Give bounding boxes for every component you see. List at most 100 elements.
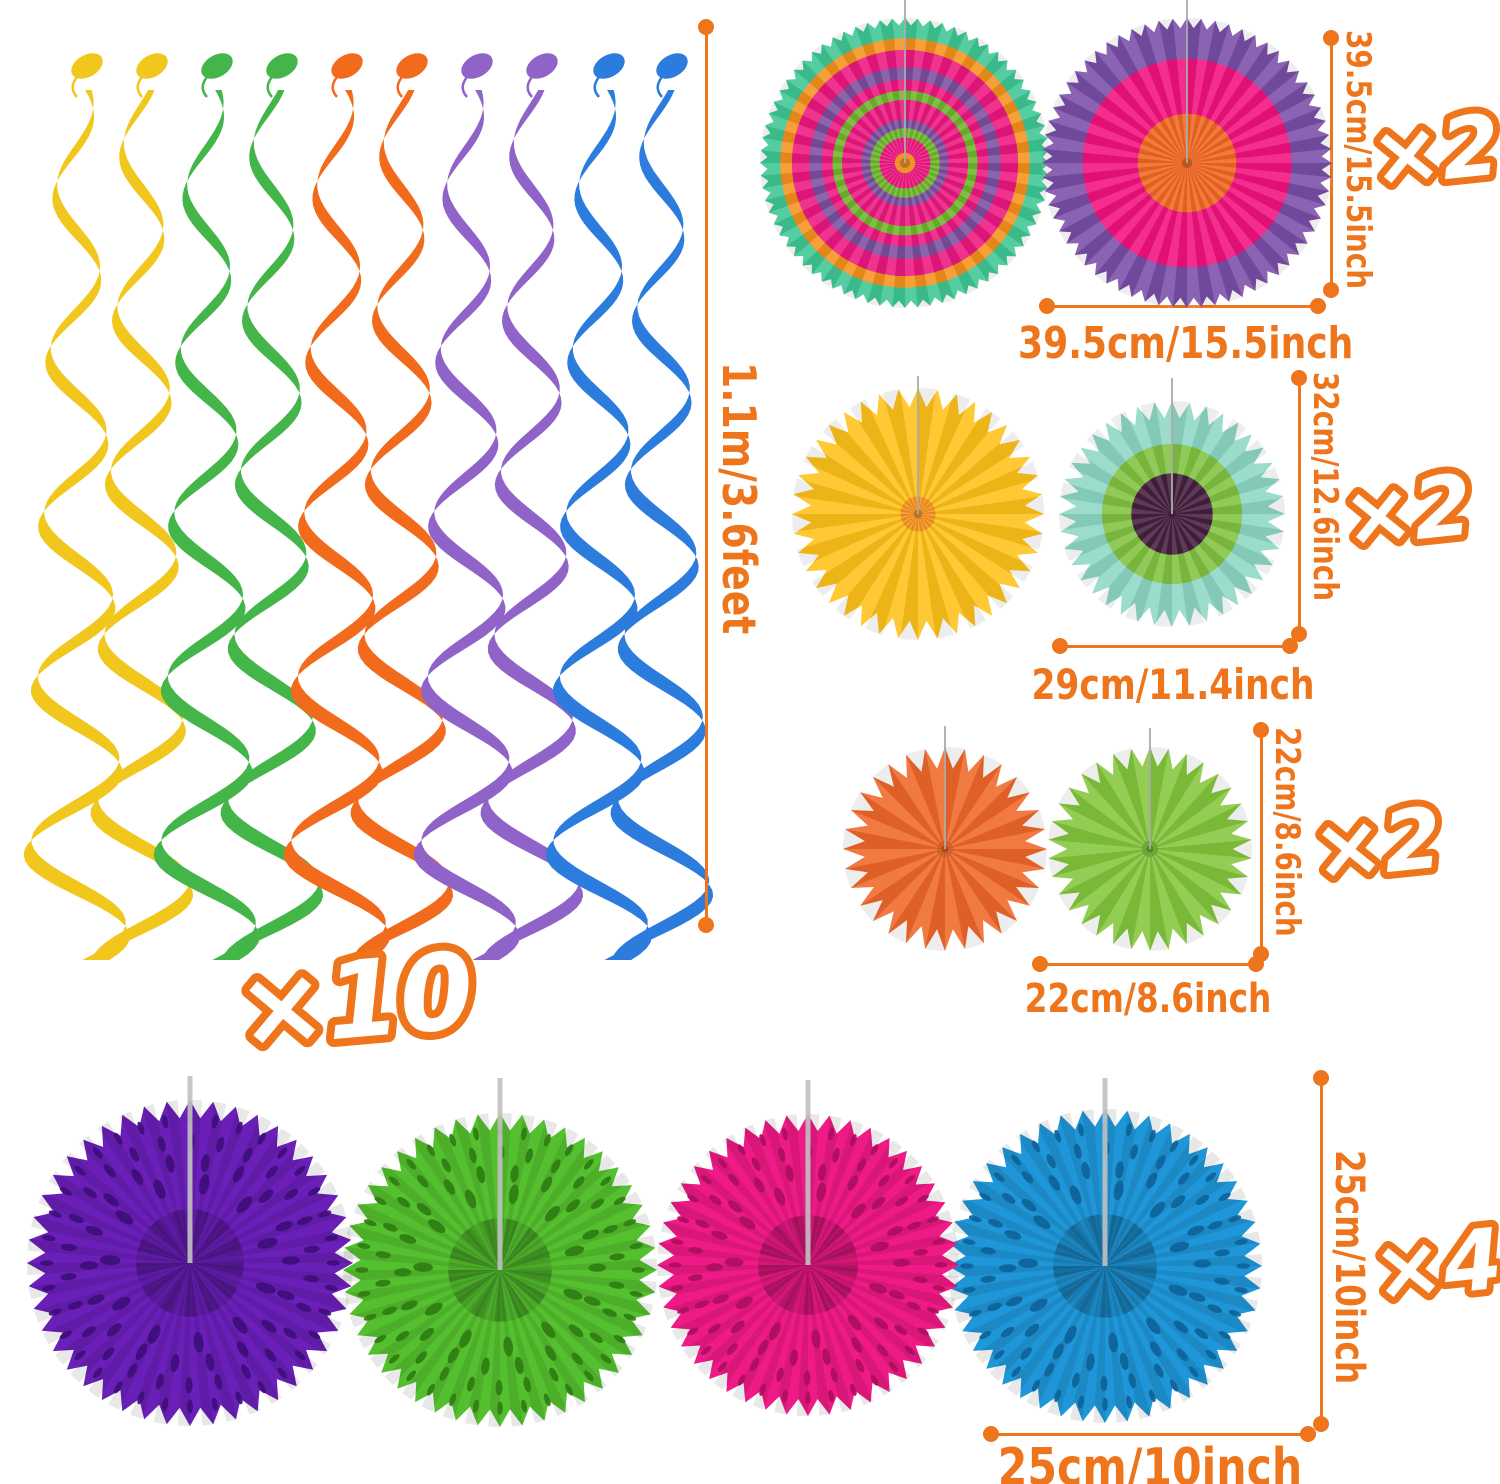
honeycomb-hole	[1155, 1155, 1166, 1170]
honeycomb-hole	[541, 1176, 553, 1193]
honeycomb-hole	[1149, 1201, 1165, 1218]
honeycomb-hole	[1078, 1123, 1084, 1137]
fan-pleat	[1042, 163, 1187, 192]
honeycomb-hole	[153, 1179, 166, 1199]
fan-pleat	[1187, 120, 1330, 163]
medium-fan-width-line	[1060, 645, 1290, 648]
fan-pleat	[1187, 163, 1326, 219]
fan-pleat	[1074, 163, 1187, 266]
honeycomb-hole	[904, 1345, 915, 1355]
fan-pleat	[872, 764, 945, 849]
honeycomb-hole	[832, 1148, 840, 1163]
fan-center-pleat	[1098, 1266, 1112, 1318]
swirl-ribbon	[283, 90, 390, 960]
fan-pleat	[1172, 163, 1187, 308]
honeycomb-hole	[165, 1154, 175, 1173]
honeycomb-hole	[102, 1347, 115, 1361]
fan-center-pleat	[448, 1270, 500, 1283]
honeycomb-hole	[980, 1275, 996, 1283]
fan-pleat	[792, 514, 918, 532]
fan-pleat	[762, 125, 905, 163]
swirl-top-curl	[136, 73, 145, 98]
honeycomb-hole	[1228, 1215, 1242, 1223]
honeycomb-hole	[782, 1127, 788, 1141]
honeycomb-hole	[60, 1243, 77, 1252]
fan-pleat	[1187, 60, 1300, 163]
fan-pleat	[1172, 405, 1219, 514]
fan-pleat	[1172, 418, 1246, 514]
fan-pleat	[850, 792, 945, 849]
honeycomb-hole	[357, 1291, 371, 1297]
honeycomb-hole	[216, 1136, 225, 1153]
fan-pleat	[1060, 482, 1172, 514]
honeycomb-hole	[751, 1157, 761, 1172]
fan-pleat	[1042, 148, 1187, 163]
fan-pleat	[130, 1263, 190, 1419]
fan-pleats	[760, 18, 1050, 308]
fan-pleat	[905, 125, 1048, 163]
fan-pleat	[1187, 94, 1321, 163]
fan-pleat	[476, 1113, 500, 1270]
honeycomb-hole	[525, 1148, 533, 1164]
honeycomb-hole	[932, 1239, 946, 1245]
fan-pleat	[1187, 18, 1202, 163]
fan-pleat	[905, 163, 1048, 201]
swirl-top-leaf	[396, 53, 428, 79]
fan-pleat	[882, 514, 918, 639]
hanging-swirl	[283, 53, 390, 960]
fan-pleat	[918, 514, 1001, 620]
honeycomb-hole	[759, 1383, 766, 1396]
fan-pleat	[31, 1215, 190, 1263]
fan-pleat	[822, 514, 918, 610]
fan-pleat	[905, 113, 1046, 163]
fan-pleat	[945, 849, 1045, 888]
fan-center-pleat	[159, 1263, 190, 1314]
honeycomb-hole	[374, 1335, 387, 1344]
honeycomb-hole	[932, 1285, 946, 1291]
dimension-dot	[1310, 298, 1326, 314]
honeycomb-hole	[87, 1294, 105, 1305]
honeycomb-hole	[1173, 1320, 1189, 1334]
honeycomb-hole	[906, 1301, 921, 1311]
large-fan-count-text: ×2	[1366, 96, 1500, 207]
honeycomb-hole	[613, 1196, 626, 1205]
honeycomb-hole	[565, 1199, 581, 1213]
fan-pleat	[792, 496, 918, 514]
fan-center-pleat	[770, 1224, 808, 1265]
swirl-top-curl	[526, 73, 535, 98]
fan-pleats	[792, 388, 1044, 640]
fan-pleat	[918, 389, 954, 514]
swirl-ribbon	[480, 90, 584, 960]
honeycomb-hole	[1146, 1172, 1158, 1189]
fan-pleat	[905, 60, 1017, 163]
fan-pleat	[1105, 1266, 1241, 1355]
fan-pleat	[905, 18, 918, 163]
fan-pleat	[949, 1266, 1105, 1301]
honeycomb-fan-height-line	[1320, 1078, 1323, 1424]
honeycomb-hole	[855, 1358, 865, 1373]
honeycomb-hole	[993, 1172, 1005, 1182]
fan-pleat	[1060, 514, 1172, 546]
honeycomb-hole	[400, 1300, 418, 1311]
fan-pleat	[1081, 849, 1150, 936]
honeycomb-hole	[441, 1158, 451, 1173]
honeycomb-fan-purple	[21, 1076, 359, 1432]
fan-pleat	[786, 163, 905, 257]
fan-pleat	[905, 20, 943, 164]
honeycomb-hole	[468, 1147, 477, 1163]
honeycomb-hole	[363, 1219, 377, 1227]
fan-pleat	[945, 754, 1002, 849]
fan-pleat	[1105, 1266, 1228, 1373]
fan-pleat	[1068, 849, 1150, 925]
honeycomb-hole	[426, 1144, 435, 1157]
honeycomb-hole	[785, 1164, 794, 1182]
fan-pleat	[1172, 514, 1285, 531]
honeycomb-hole	[590, 1198, 605, 1210]
fan-pleat	[879, 163, 905, 308]
honeycomb-hole	[894, 1325, 908, 1336]
fan-pleat	[1187, 134, 1332, 163]
paper-fan-orange	[837, 726, 1053, 957]
honeycomb-hole	[711, 1230, 728, 1240]
honeycomb-hole	[1044, 1362, 1055, 1377]
honeycomb-hole	[303, 1245, 320, 1253]
